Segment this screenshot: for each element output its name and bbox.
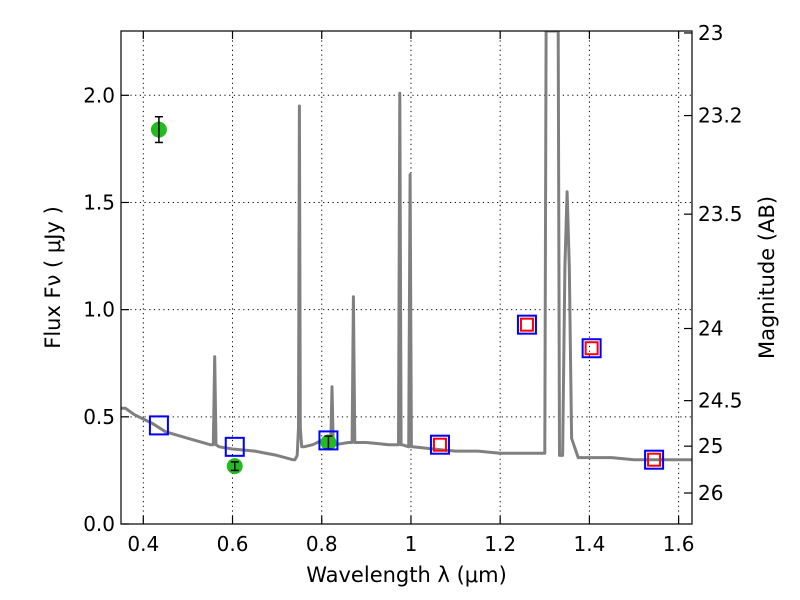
y2-tick-label: 24 bbox=[698, 317, 723, 341]
y2-tick-label: 23.2 bbox=[698, 104, 743, 128]
model-flux-square-red bbox=[432, 437, 447, 452]
y2-tick-label: 24.5 bbox=[698, 389, 743, 413]
model-flux-square-blue bbox=[516, 314, 537, 335]
x-tick-label: 1.6 bbox=[663, 532, 695, 556]
y-tick-label: 0.5 bbox=[83, 405, 115, 429]
y-tick-label: 1.5 bbox=[83, 190, 115, 214]
model-flux-square-blue bbox=[429, 434, 450, 455]
model-flux-square-blue bbox=[318, 430, 339, 451]
grid bbox=[121, 31, 692, 525]
model-flux-square-blue bbox=[644, 449, 665, 470]
y-tick-label: 2.0 bbox=[83, 83, 115, 107]
x-axis-title: Wavelength λ (μm) bbox=[306, 563, 507, 587]
y2-axis-title: Magnitude (AB) bbox=[755, 196, 779, 359]
y2-tick-label: 25 bbox=[698, 434, 723, 458]
y-tick-labels: 0.0 0.5 1.0 1.5 2.0 bbox=[83, 83, 115, 536]
x-tick-label: 0.8 bbox=[306, 532, 338, 556]
x-tick-labels: 0.4 0.6 0.8 1 1.2 1.4 1.6 bbox=[127, 532, 694, 556]
model-flux-square-blue bbox=[224, 436, 245, 457]
x-tick-label: 0.4 bbox=[127, 532, 159, 556]
plot-area bbox=[121, 31, 692, 475]
model-flux-square-red bbox=[519, 317, 534, 332]
x-tick-label: 0.6 bbox=[217, 532, 249, 556]
y2-tick-labels: 23 23.2 23.5 24 24.5 25 26 bbox=[698, 21, 743, 505]
y-tick-label: 1.0 bbox=[83, 298, 115, 322]
y-tick-label: 0.0 bbox=[83, 512, 115, 536]
plot-frame bbox=[120, 30, 693, 525]
model-flux-square-red bbox=[584, 341, 599, 356]
model-flux-square-red bbox=[647, 452, 662, 467]
x-tick-label: 1.2 bbox=[484, 532, 516, 556]
x-tick-label: 1.4 bbox=[573, 532, 605, 556]
y2-tick-label: 23 bbox=[698, 21, 723, 45]
x-tick-label: 1 bbox=[405, 532, 418, 556]
y2-tick-label: 26 bbox=[698, 481, 723, 505]
y-axis-title: Flux Fν ( μJy ) bbox=[41, 206, 65, 349]
y2-tick-label: 23.5 bbox=[698, 202, 743, 226]
model-flux-square-blue bbox=[581, 338, 602, 359]
axis-ticks bbox=[121, 31, 692, 525]
model-flux-square-blue bbox=[148, 415, 169, 436]
